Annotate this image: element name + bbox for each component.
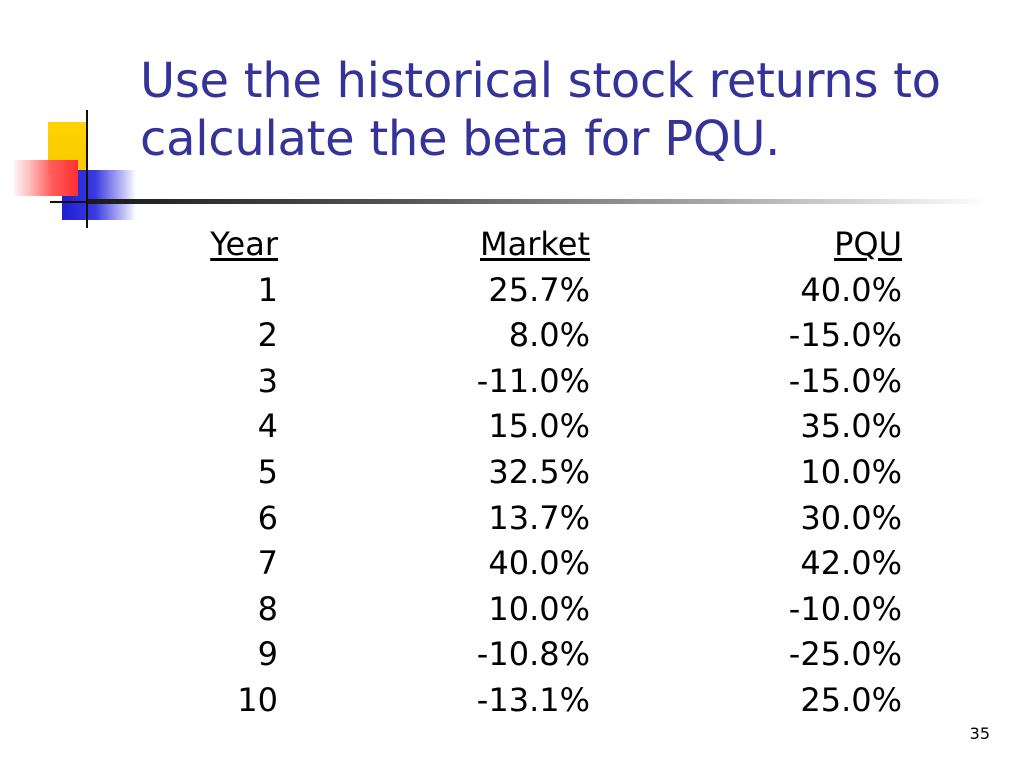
cell-pqu: 42.0%: [800, 544, 902, 583]
slide-decoration: [0, 0, 140, 240]
slide-title: Use the historical stock returns to calc…: [140, 52, 1010, 168]
cell-year: 1: [257, 270, 278, 309]
vertical-line-decoration: [86, 110, 88, 228]
cell-market: 13.7%: [488, 498, 590, 537]
cell-market: 25.7%: [488, 270, 590, 309]
cell-market: -13.1%: [476, 680, 590, 719]
cell-year: 8: [257, 589, 278, 628]
cell-market: 40.0%: [488, 544, 590, 583]
cell-market: -10.8%: [476, 635, 590, 674]
cell-market: 32.5%: [488, 452, 590, 491]
red-square-decoration: [14, 160, 78, 196]
header-year: Year: [210, 225, 278, 263]
cell-market: 15.0%: [488, 407, 590, 446]
cell-pqu: 10.0%: [800, 452, 902, 491]
cell-pqu: -15.0%: [788, 316, 902, 355]
cell-spacer: [902, 541, 1024, 587]
cell-year: 7: [257, 544, 278, 583]
cell-pqu: 30.0%: [800, 498, 902, 537]
returns-table: Year Market PQU 1 25.7% 40.0% 2 8.0% -15…: [0, 222, 1024, 724]
cell-year: 10: [237, 680, 278, 719]
cell-year: 4: [257, 407, 278, 446]
header-spacer: [902, 222, 1024, 268]
header-pqu: PQU: [834, 225, 902, 263]
cell-pqu: -10.0%: [788, 589, 902, 628]
table-row: 4 15.0% 35.0%: [0, 404, 1024, 450]
header-market: Market: [480, 225, 590, 263]
table-row: 10 -13.1% 25.0%: [0, 678, 1024, 724]
cell-market: 8.0%: [508, 316, 590, 355]
table-row: 1 25.7% 40.0%: [0, 268, 1024, 314]
cell-market: 10.0%: [488, 589, 590, 628]
cell-spacer: [902, 313, 1024, 359]
cell-pqu: 40.0%: [800, 270, 902, 309]
cell-spacer: [902, 268, 1024, 314]
page-number: 35: [969, 724, 990, 743]
table-row: 5 32.5% 10.0%: [0, 450, 1024, 496]
table-row: 7 40.0% 42.0%: [0, 541, 1024, 587]
cell-spacer: [902, 632, 1024, 678]
cell-year: 3: [257, 361, 278, 400]
cell-pqu: 25.0%: [800, 680, 902, 719]
cell-year: 9: [257, 635, 278, 674]
cell-spacer: [902, 496, 1024, 542]
title-divider: [88, 199, 990, 204]
cell-spacer: [902, 359, 1024, 405]
cell-year: 5: [257, 452, 278, 491]
slide-title-line-1: Use the historical stock returns to: [140, 53, 941, 109]
cell-pqu: 35.0%: [800, 407, 902, 446]
cell-spacer: [902, 404, 1024, 450]
table-header-row: Year Market PQU: [0, 222, 1024, 268]
table-row: 8 10.0% -10.0%: [0, 587, 1024, 633]
cell-year: 2: [257, 316, 278, 355]
table-row: 6 13.7% 30.0%: [0, 496, 1024, 542]
cell-spacer: [902, 678, 1024, 724]
table-row: 9 -10.8% -25.0%: [0, 632, 1024, 678]
table-row: 2 8.0% -15.0%: [0, 313, 1024, 359]
cell-pqu: -25.0%: [788, 635, 902, 674]
cell-spacer: [902, 450, 1024, 496]
cell-year: 6: [257, 498, 278, 537]
slide-title-line-2: calculate the beta for PQU.: [140, 111, 781, 167]
cell-pqu: -15.0%: [788, 361, 902, 400]
horizontal-line-decoration: [50, 201, 120, 203]
table-row: 3 -11.0% -15.0%: [0, 359, 1024, 405]
cell-market: -11.0%: [476, 361, 590, 400]
cell-spacer: [902, 587, 1024, 633]
